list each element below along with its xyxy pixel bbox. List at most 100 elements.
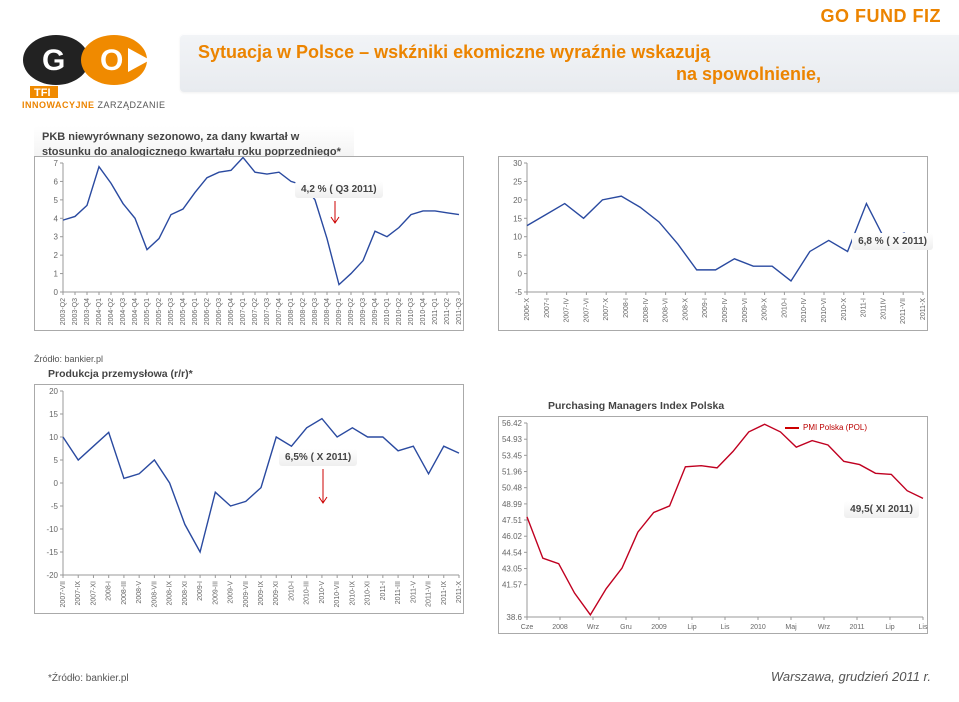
svg-text:2009-X: 2009-X	[762, 298, 769, 321]
svg-text:2004-Q4: 2004-Q4	[132, 298, 139, 325]
svg-text:2010-X: 2010-X	[841, 298, 848, 321]
chart-prod: -20-15-10-5051015202007-VII2007-IX2007-X…	[34, 384, 464, 614]
svg-text:0: 0	[54, 479, 59, 488]
svg-text:2007-X: 2007-X	[603, 298, 610, 321]
svg-text:7: 7	[54, 159, 59, 168]
svg-text:38.6: 38.6	[506, 613, 522, 622]
svg-text:2009-V: 2009-V	[228, 581, 235, 604]
svg-text:2005-Q4: 2005-Q4	[180, 298, 187, 325]
svg-text:2010-VI: 2010-VI	[821, 298, 828, 323]
logo: G O TFI	[20, 30, 160, 105]
svg-text:2006-Q2: 2006-Q2	[204, 298, 211, 325]
svg-text:2010-XI: 2010-XI	[365, 581, 372, 606]
source-bankier-1: Źródło: bankier.pl	[34, 354, 103, 364]
svg-text:5: 5	[54, 456, 59, 465]
svg-text:Wrz: Wrz	[818, 624, 831, 631]
svg-text:2007-IV: 2007-IV	[564, 298, 571, 323]
svg-text:10: 10	[513, 233, 522, 242]
svg-text:2007-IX: 2007-IX	[75, 581, 82, 606]
svg-text:2010-I: 2010-I	[781, 298, 788, 318]
svg-text:2009-I: 2009-I	[702, 298, 709, 318]
svg-text:Cze: Cze	[521, 624, 534, 631]
svg-text:6: 6	[54, 177, 59, 186]
svg-text:2009-Q1: 2009-Q1	[336, 298, 343, 325]
svg-text:Lis: Lis	[721, 624, 730, 631]
footer-right: Warszawa, grudzień 2011 r.	[771, 669, 931, 684]
svg-text:2009-IV: 2009-IV	[722, 298, 729, 323]
page-title-band: Sytuacja w Polsce – wskźniki ekomiczne w…	[180, 34, 959, 92]
svg-text:2008-X: 2008-X	[682, 298, 689, 321]
svg-text:47.51: 47.51	[502, 516, 523, 525]
svg-text:2009-VII: 2009-VII	[243, 581, 250, 608]
page-title-line2: na spowolnienie,	[198, 63, 941, 86]
svg-text:2010-III: 2010-III	[304, 581, 311, 605]
svg-text:2008-Q2: 2008-Q2	[300, 298, 307, 325]
svg-text:2010: 2010	[750, 624, 766, 631]
svg-text:46.02: 46.02	[502, 532, 523, 541]
svg-text:2008-Q4: 2008-Q4	[324, 298, 331, 325]
svg-text:2008-XI: 2008-XI	[182, 581, 189, 606]
pmi-legend: PMI Polska (POL)	[785, 423, 867, 432]
svg-text:2011-Q2: 2011-Q2	[444, 298, 451, 325]
svg-text:2010-IX: 2010-IX	[349, 581, 356, 606]
svg-text:0: 0	[518, 270, 523, 279]
svg-text:20: 20	[513, 196, 522, 205]
svg-text:3: 3	[54, 233, 59, 242]
svg-text:2011-I: 2011-I	[861, 298, 868, 317]
svg-text:2007-VII: 2007-VII	[60, 581, 67, 608]
svg-text:2006-Q4: 2006-Q4	[228, 298, 235, 325]
svg-text:2009-Q3: 2009-Q3	[360, 298, 367, 325]
svg-text:2008-IV: 2008-IV	[643, 298, 650, 323]
svg-text:2008-IX: 2008-IX	[167, 581, 174, 606]
svg-text:56.42: 56.42	[502, 419, 523, 428]
svg-text:2011-Q3: 2011-Q3	[456, 298, 463, 325]
svg-text:2006-X: 2006-X	[524, 298, 531, 321]
chart-pmi-title: Purchasing Managers Index Polska	[548, 400, 724, 412]
svg-text:2010-IV: 2010-IV	[801, 298, 808, 323]
svg-text:2008-VI: 2008-VI	[663, 298, 670, 323]
svg-text:1: 1	[54, 270, 59, 279]
chart-prod-title: Produkcja przemysłowa (r/r)*	[48, 368, 193, 380]
svg-text:50.48: 50.48	[502, 484, 523, 493]
svg-text:2007-Q4: 2007-Q4	[276, 298, 283, 325]
svg-text:2005-Q3: 2005-Q3	[168, 298, 175, 325]
svg-text:41.57: 41.57	[502, 581, 523, 590]
chart-pkb-svg: 012345672003-Q22003-Q32003-Q42004-Q12004…	[35, 157, 465, 332]
svg-text:2007-I: 2007-I	[544, 298, 551, 318]
svg-text:2003-Q2: 2003-Q2	[60, 298, 67, 325]
svg-text:0: 0	[54, 288, 59, 297]
svg-text:2009-IX: 2009-IX	[258, 581, 265, 606]
svg-text:2008: 2008	[552, 624, 568, 631]
svg-text:2: 2	[54, 251, 59, 260]
svg-text:54.93: 54.93	[502, 435, 523, 444]
svg-text:2010-V: 2010-V	[319, 581, 326, 604]
svg-text:10: 10	[49, 433, 58, 442]
svg-text:-10: -10	[46, 525, 58, 534]
svg-text:2011-V: 2011-V	[410, 581, 417, 603]
svg-text:2004-Q2: 2004-Q2	[108, 298, 115, 325]
svg-text:51.96: 51.96	[502, 468, 523, 477]
annot-pkb: 4,2 % ( Q3 2011)	[295, 181, 383, 198]
logo-tagline: INNOWACYJNE ZARZĄDZANIE	[22, 100, 166, 110]
svg-text:G: G	[42, 44, 65, 77]
svg-text:2011-I: 2011-I	[380, 581, 387, 600]
svg-text:2005-Q2: 2005-Q2	[156, 298, 163, 325]
svg-text:5: 5	[54, 196, 59, 205]
svg-text:2010-Q3: 2010-Q3	[408, 298, 415, 325]
svg-text:5: 5	[518, 251, 523, 260]
svg-text:Lip: Lip	[885, 624, 894, 631]
svg-text:2003-Q4: 2003-Q4	[84, 298, 91, 325]
svg-text:2009-III: 2009-III	[212, 581, 219, 605]
chart-pkb: 012345672003-Q22003-Q32003-Q42004-Q12004…	[34, 156, 464, 331]
svg-text:2011-VII: 2011-VII	[900, 298, 907, 324]
svg-text:2007-Q3: 2007-Q3	[264, 298, 271, 325]
svg-text:2008-I: 2008-I	[106, 581, 113, 601]
svg-text:2011: 2011	[849, 624, 864, 631]
svg-text:2006-Q1: 2006-Q1	[192, 298, 199, 325]
chart-dyn: -50510152025302006-X2007-I2007-IV2007-VI…	[498, 156, 928, 331]
svg-text:48.99: 48.99	[502, 500, 523, 509]
svg-text:2009: 2009	[651, 624, 667, 631]
svg-text:2003-Q3: 2003-Q3	[72, 298, 79, 325]
svg-text:-20: -20	[46, 571, 58, 580]
svg-text:2008-V: 2008-V	[136, 581, 143, 604]
